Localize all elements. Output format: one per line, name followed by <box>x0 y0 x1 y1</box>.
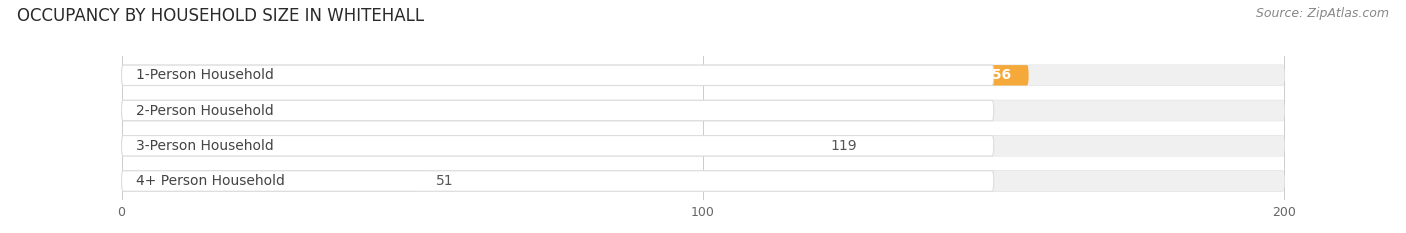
FancyBboxPatch shape <box>121 65 1285 86</box>
Text: 119: 119 <box>831 139 858 153</box>
Text: 156: 156 <box>981 68 1011 82</box>
Text: Source: ZipAtlas.com: Source: ZipAtlas.com <box>1256 7 1389 20</box>
FancyBboxPatch shape <box>121 65 1029 86</box>
FancyBboxPatch shape <box>121 100 918 121</box>
Text: 51: 51 <box>436 174 453 188</box>
FancyBboxPatch shape <box>121 171 1285 191</box>
FancyBboxPatch shape <box>121 170 1285 192</box>
FancyBboxPatch shape <box>121 100 1285 121</box>
FancyBboxPatch shape <box>121 171 994 191</box>
Text: 2-Person Household: 2-Person Household <box>136 103 274 117</box>
Text: 4+ Person Household: 4+ Person Household <box>136 174 285 188</box>
FancyBboxPatch shape <box>121 136 1285 156</box>
FancyBboxPatch shape <box>121 135 1285 157</box>
Text: 1-Person Household: 1-Person Household <box>136 68 274 82</box>
FancyBboxPatch shape <box>121 136 814 156</box>
FancyBboxPatch shape <box>121 65 994 86</box>
Text: OCCUPANCY BY HOUSEHOLD SIZE IN WHITEHALL: OCCUPANCY BY HOUSEHOLD SIZE IN WHITEHALL <box>17 7 425 25</box>
FancyBboxPatch shape <box>121 100 994 121</box>
FancyBboxPatch shape <box>121 136 994 156</box>
Text: 3-Person Household: 3-Person Household <box>136 139 274 153</box>
FancyBboxPatch shape <box>121 65 1285 86</box>
FancyBboxPatch shape <box>121 171 418 191</box>
Text: 137: 137 <box>872 103 901 117</box>
FancyBboxPatch shape <box>121 100 1285 121</box>
